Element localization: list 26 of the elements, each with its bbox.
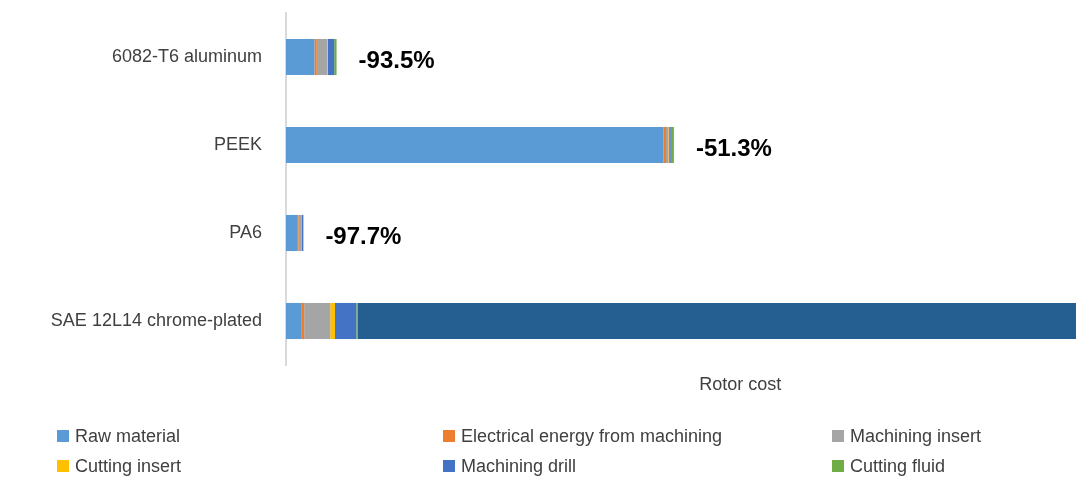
bar: [286, 38, 315, 76]
bar: [334, 38, 337, 76]
x-axis-title: Rotor cost: [699, 373, 782, 394]
legend-label: Machining insert: [850, 425, 982, 447]
y-tick-label: SAE 12L14 chrome-plated: [50, 309, 262, 330]
bar: [286, 126, 664, 164]
bar: [316, 38, 328, 76]
y-tick-label: PEEK: [213, 133, 262, 154]
bar: [330, 302, 335, 340]
bar: [327, 38, 335, 76]
bar: [334, 302, 357, 340]
legend-label: Machining drill: [461, 455, 577, 477]
bar: [304, 302, 331, 340]
bar: [357, 302, 1076, 340]
bar: [286, 214, 298, 252]
annotation: -97.7%: [325, 221, 402, 249]
y-tick-label: 6082-T6 aluminum: [111, 45, 262, 66]
y-tick-label: PA6: [229, 221, 262, 242]
annotation: -51.3%: [695, 133, 772, 161]
legend-label: Electrical energy from machining: [461, 425, 723, 447]
legend-label: Raw material: [75, 425, 181, 447]
legend-label: Cutting insert: [75, 455, 182, 477]
bar: [314, 38, 317, 76]
legend-label: Cutting fluid: [850, 455, 946, 477]
annotation: -93.5%: [358, 45, 435, 73]
bar: [286, 302, 302, 340]
